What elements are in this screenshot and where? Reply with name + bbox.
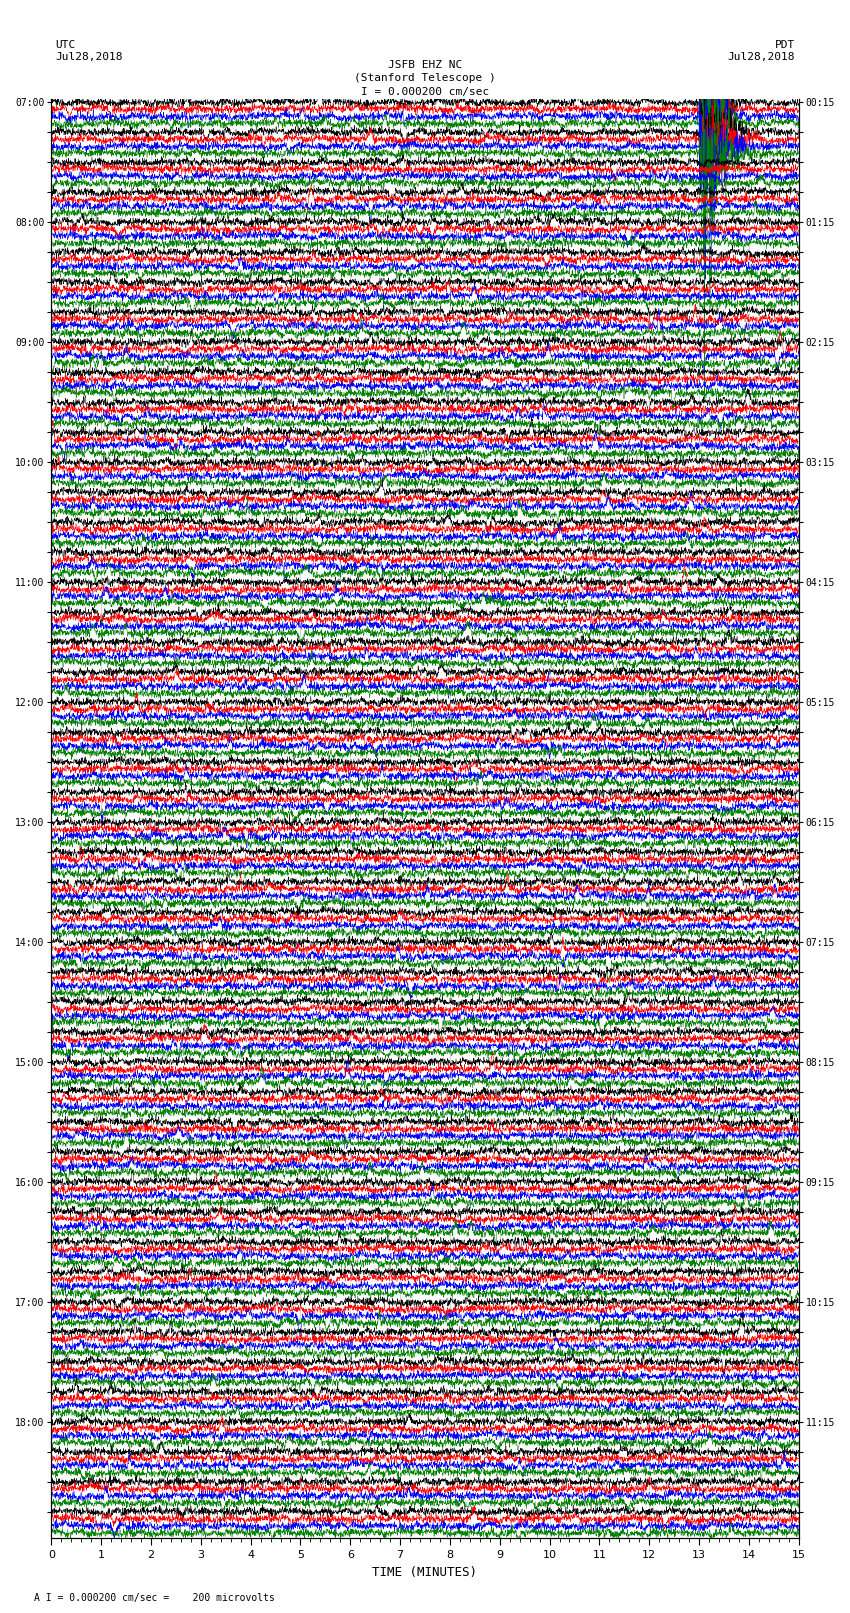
Text: UTC: UTC [55, 40, 76, 50]
Text: Jul28,2018: Jul28,2018 [728, 52, 795, 61]
Text: A I = 0.000200 cm/sec =    200 microvolts: A I = 0.000200 cm/sec = 200 microvolts [34, 1594, 275, 1603]
X-axis label: TIME (MINUTES): TIME (MINUTES) [372, 1566, 478, 1579]
Text: PDT: PDT [774, 40, 795, 50]
Text: Jul28,2018: Jul28,2018 [55, 52, 122, 61]
Title: JSFB EHZ NC
(Stanford Telescope )
I = 0.000200 cm/sec: JSFB EHZ NC (Stanford Telescope ) I = 0.… [354, 60, 496, 97]
